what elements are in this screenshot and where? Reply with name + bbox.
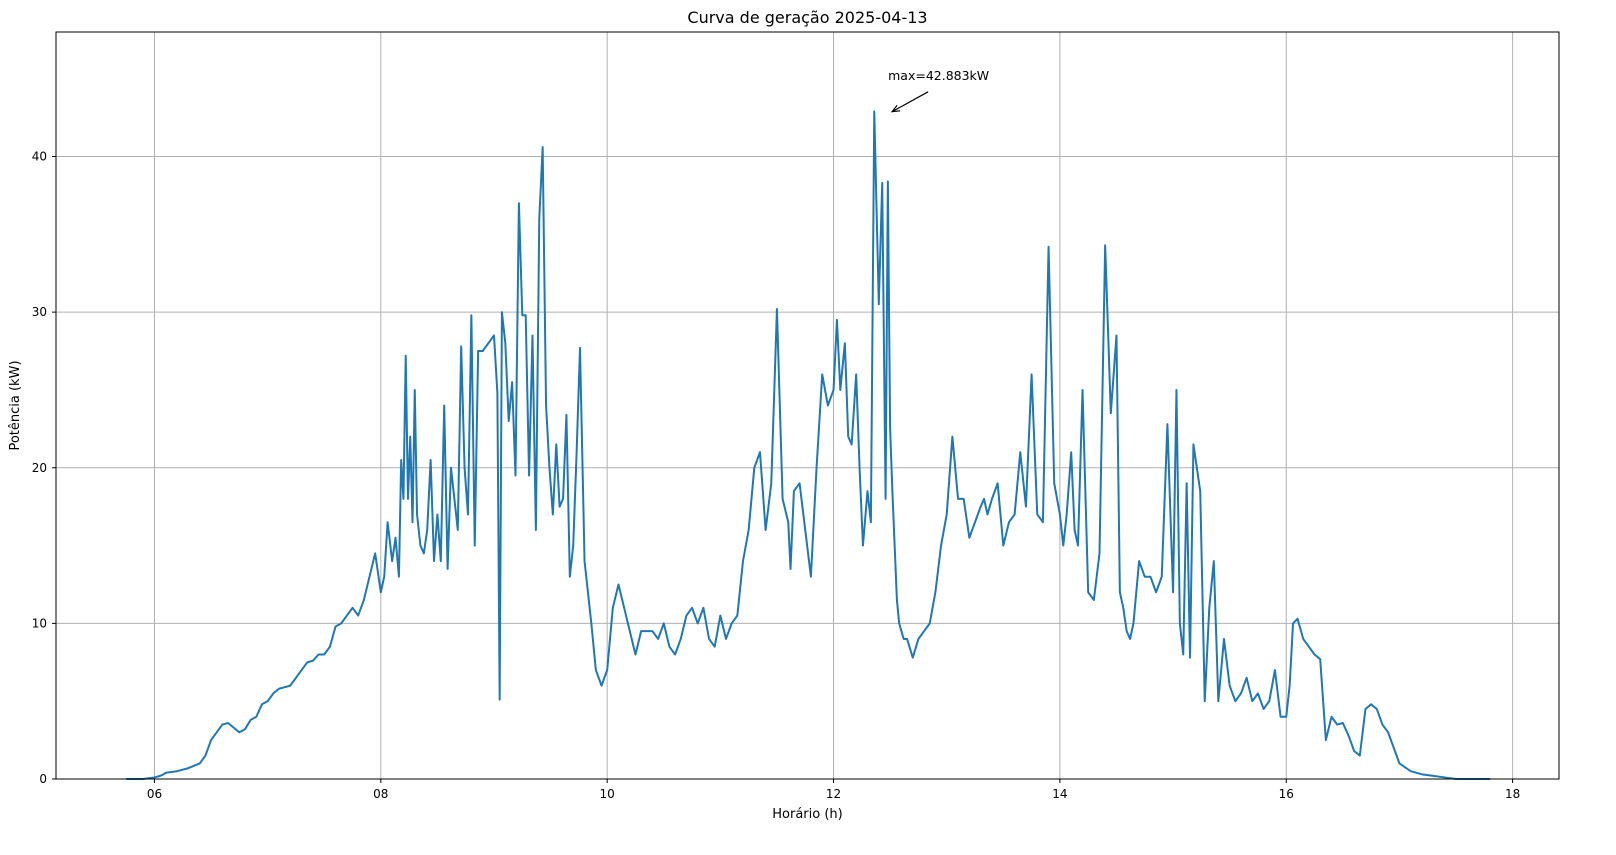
- y-tick-label: 10: [32, 616, 47, 630]
- x-tick-label: 10: [600, 787, 615, 801]
- y-tick-label: 0: [39, 772, 47, 786]
- plot-frame: [55, 31, 1560, 780]
- x-tick-label: 14: [1052, 787, 1067, 801]
- x-tick-label: 16: [1279, 787, 1294, 801]
- grid-lines: [56, 32, 1559, 780]
- x-axis-label: Horário (h): [772, 807, 842, 822]
- y-axis-label: Potência (kW): [8, 360, 23, 450]
- y-tick-label: 20: [32, 461, 47, 475]
- x-tick-label: 18: [1505, 787, 1520, 801]
- y-tick-label: 30: [32, 305, 47, 319]
- chart-title: Curva de geração 2025-04-13: [687, 8, 927, 27]
- y-axis-ticks: 0 10 20 30 40: [32, 150, 56, 786]
- max-annotation: max=42.883kW: [888, 68, 989, 113]
- y-tick-label: 40: [32, 150, 47, 164]
- x-tick-label: 08: [373, 787, 388, 801]
- annotation-label: max=42.883kW: [888, 68, 989, 83]
- series-layer: [126, 110, 1490, 780]
- x-axis-ticks: 06 08 10 12 14 16 18: [147, 779, 1520, 801]
- x-tick-label: 06: [147, 787, 162, 801]
- x-tick-label: 12: [826, 787, 841, 801]
- series-line: [126, 110, 1490, 780]
- annotation-arrowhead: [890, 104, 901, 113]
- annotation-arrow: [891, 91, 929, 113]
